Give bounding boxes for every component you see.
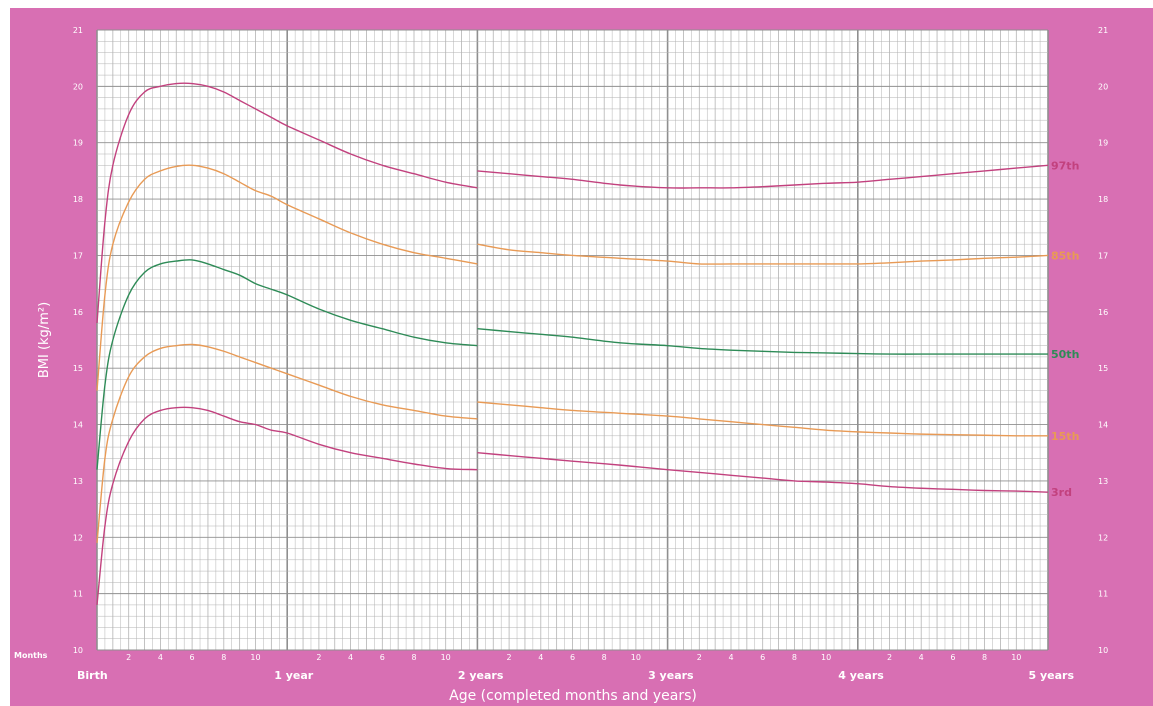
y-tick-label: 15 (1098, 364, 1108, 373)
x-month-tick: 8 (602, 653, 607, 662)
x-month-tick: 4 (728, 653, 733, 662)
x-month-tick: 4 (158, 653, 163, 662)
y-tick-label: 16 (73, 308, 83, 317)
y-tick-label: 19 (73, 139, 83, 148)
y-ticks-right: 10 11 12 13 14 15 16 17 18 19 20 21 (1098, 26, 1108, 655)
series-label-3rd: 3rd (1051, 486, 1072, 499)
y-tick-label: 13 (1098, 477, 1108, 486)
series-line-3rd (477, 452, 1049, 493)
y-tick-label: 10 (1098, 646, 1108, 655)
y-tick-label: 14 (73, 421, 83, 430)
x-major-label: 4 years (838, 669, 884, 682)
x-month-tick: 2 (316, 653, 321, 662)
x-month-tick: 8 (221, 653, 226, 662)
y-tick-label: 11 (1098, 590, 1108, 599)
y-tick-label: 10 (73, 646, 83, 655)
x-month-tick: 10 (631, 653, 641, 662)
series-label-50th: 50th (1051, 348, 1079, 361)
series-line-97th (96, 82, 478, 324)
x-major-label: 3 years (648, 669, 694, 682)
y-axis-title: BMI (kg/m²) (37, 302, 52, 378)
x-month-tick: 2 (697, 653, 702, 662)
y-tick-label: 16 (1098, 308, 1108, 317)
x-month-tick: 4 (538, 653, 543, 662)
x-month-tick: 4 (348, 653, 353, 662)
x-month-tick: 10 (441, 653, 451, 662)
series-labels: 97th 85th 50th 15th 3rd (1051, 159, 1079, 499)
y-tick-label: 17 (1098, 251, 1108, 260)
series-lines (96, 82, 1049, 605)
y-tick-label: 12 (1098, 533, 1108, 542)
x-month-tick: 6 (570, 653, 575, 662)
grid-lines (96, 29, 1049, 651)
y-tick-label: 14 (1098, 421, 1108, 430)
y-tick-label: 13 (73, 477, 83, 486)
series-line-50th (477, 328, 1048, 355)
series-line-50th (96, 259, 478, 470)
x-month-tick: 6 (760, 653, 765, 662)
x-major-label: 1 year (274, 669, 314, 682)
x-month-tick: 10 (250, 653, 260, 662)
y-tick-label: 15 (73, 364, 83, 373)
series-line-15th (96, 343, 478, 543)
x-month-tick: 6 (190, 653, 195, 662)
x-month-tick: 4 (919, 653, 924, 662)
series-line-85th (477, 243, 1049, 265)
x-major-labels: Birth 1 year 2 years 3 years 4 years 5 years (77, 669, 1074, 682)
x-month-tick: 2 (887, 653, 892, 662)
x-axis-title: Age (completed months and years) (449, 688, 697, 704)
x-month-tick: 8 (411, 653, 416, 662)
series-line-97th (477, 164, 1049, 189)
x-major-label: 5 years (1028, 669, 1074, 682)
series-line-85th (96, 164, 478, 391)
y-tick-label: 11 (73, 590, 83, 599)
y-tick-label: 19 (1098, 139, 1108, 148)
y-tick-label: 21 (1098, 26, 1108, 35)
chart-frame: 10 11 12 13 14 15 16 17 18 19 20 21 10 11 12 13 14 15 16 1… (10, 8, 1153, 706)
y-tick-label: 20 (1098, 82, 1108, 91)
series-label-97th: 97th (1051, 159, 1079, 172)
x-major-label: 2 years (458, 669, 504, 682)
series-line-3rd (96, 406, 478, 605)
x-month-tick: 6 (380, 653, 385, 662)
y-tick-label: 17 (73, 251, 83, 260)
x-month-tick: 8 (792, 653, 797, 662)
series-line-15th (477, 401, 1049, 437)
x-month-tick: 2 (507, 653, 512, 662)
x-month-tick: 8 (982, 653, 987, 662)
x-month-ticks: 2 4 6 8 10 2 4 6 8 10 2 4 6 8 10 2 4 6 8 10 2 4 6 8 10 (126, 653, 1021, 662)
months-label: Months (14, 651, 48, 660)
x-month-tick: 2 (126, 653, 131, 662)
y-tick-label: 18 (73, 195, 83, 204)
y-tick-label: 21 (73, 26, 83, 35)
x-month-tick: 6 (950, 653, 955, 662)
y-tick-label: 12 (73, 533, 83, 542)
series-label-85th: 85th (1051, 249, 1079, 262)
y-tick-label: 20 (73, 82, 83, 91)
y-ticks-left: 10 11 12 13 14 15 16 17 18 19 20 21 (73, 26, 83, 655)
y-tick-label: 18 (1098, 195, 1108, 204)
x-major-label: Birth (77, 669, 108, 682)
x-month-tick: 10 (1011, 653, 1021, 662)
x-month-tick: 10 (821, 653, 831, 662)
series-label-15th: 15th (1051, 430, 1079, 443)
